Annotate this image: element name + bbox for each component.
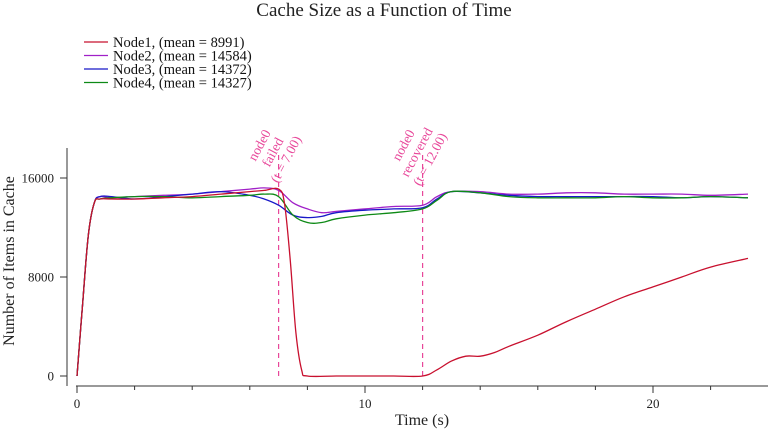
chart-title: Cache Size as a Function of Time xyxy=(256,0,511,21)
legend-label: Node4, (mean = 14327) xyxy=(113,76,252,92)
legend-label: Node2, (mean = 14584) xyxy=(113,49,252,65)
axes: 0 10 20 0 8000 16000 xyxy=(22,148,768,411)
x-axis-label: Time (s) xyxy=(395,412,449,429)
y-tick-label: 0 xyxy=(48,369,55,384)
y-axis-label: Number of Items in Cache xyxy=(1,176,18,346)
x-tick-label: 10 xyxy=(359,396,372,411)
y-tick-label: 8000 xyxy=(28,270,54,285)
legend-label: Node3, (mean = 14372) xyxy=(113,62,252,78)
series-line-1 xyxy=(76,187,749,378)
series-line-4 xyxy=(76,190,749,377)
x-tick-label: 0 xyxy=(74,396,81,411)
ticks: 0 10 20 0 8000 16000 xyxy=(22,171,712,411)
legend: Node1, (mean = 8991)Node2, (mean = 14584… xyxy=(84,35,252,92)
series-layer xyxy=(76,187,749,378)
series-line-2 xyxy=(76,187,749,377)
legend-label: Node1, (mean = 8991) xyxy=(113,35,245,51)
y-tick-label: 16000 xyxy=(22,171,55,186)
series-line-3 xyxy=(76,190,749,377)
x-tick-label: 20 xyxy=(647,396,660,411)
